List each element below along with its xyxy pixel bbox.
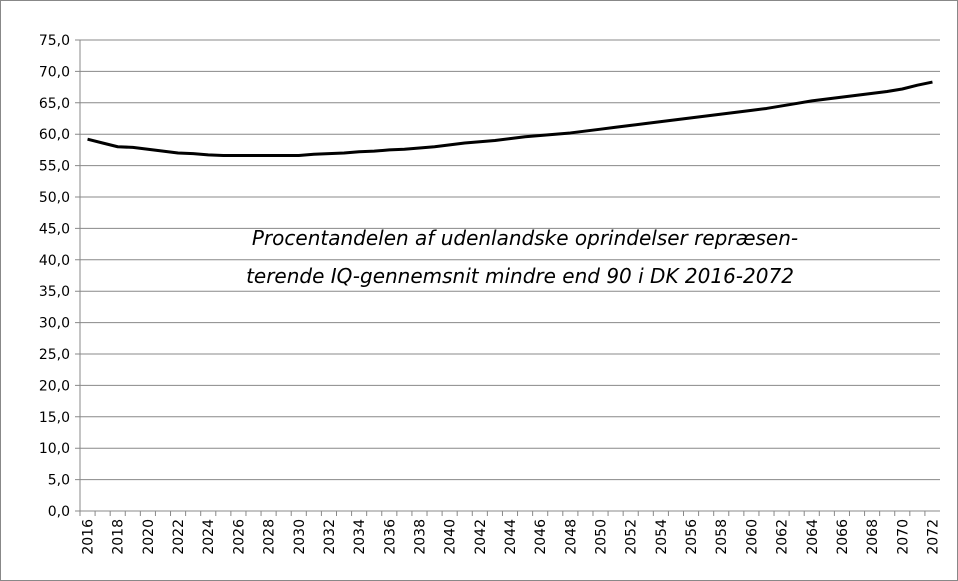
x-tick-label: 2060 bbox=[744, 519, 760, 555]
x-tick-label: 2040 bbox=[443, 519, 459, 555]
x-tick-label: 2034 bbox=[352, 519, 368, 555]
annotation: terende IQ-gennemsnit mindre end 90 i DK… bbox=[246, 264, 794, 288]
y-tick-label: 5,0 bbox=[48, 473, 70, 489]
x-tick-label: 2020 bbox=[141, 519, 157, 555]
annotation: Procentandelen af udenlandske oprindelse… bbox=[252, 226, 798, 250]
x-tick-label: 2056 bbox=[684, 519, 700, 555]
y-tick-label: 35,0 bbox=[39, 284, 70, 300]
x-tick-label: 2024 bbox=[201, 519, 217, 555]
y-tick-label: 45,0 bbox=[39, 221, 70, 237]
x-tick-label: 2028 bbox=[262, 519, 278, 555]
x-tick-label: 2052 bbox=[624, 519, 640, 555]
y-tick-label: 10,0 bbox=[39, 441, 70, 457]
y-tick-label: 75,0 bbox=[39, 33, 70, 49]
x-tick-label: 2070 bbox=[895, 519, 911, 555]
y-tick-label: 15,0 bbox=[39, 410, 70, 426]
x-tick-label: 2036 bbox=[382, 519, 398, 555]
x-tick-label: 2030 bbox=[292, 519, 308, 555]
y-tick-label: 60,0 bbox=[39, 127, 70, 143]
x-tick-label: 2018 bbox=[111, 519, 127, 555]
x-tick-label: 2026 bbox=[231, 519, 247, 555]
x-tick-label: 2050 bbox=[594, 519, 610, 555]
x-tick-label: 2062 bbox=[775, 519, 791, 555]
x-tick-label: 2046 bbox=[533, 519, 549, 555]
x-tick-label: 2032 bbox=[322, 519, 338, 555]
y-tick-label: 0,0 bbox=[48, 504, 70, 520]
x-tick-label: 2058 bbox=[714, 519, 730, 555]
y-tick-label: 65,0 bbox=[39, 96, 70, 112]
y-tick-label: 70,0 bbox=[39, 64, 70, 80]
x-tick-label: 2048 bbox=[563, 519, 579, 555]
x-tick-label: 2054 bbox=[654, 519, 670, 555]
x-tick-label: 2068 bbox=[865, 519, 881, 555]
y-tick-label: 30,0 bbox=[39, 316, 70, 332]
y-tick-label: 20,0 bbox=[39, 378, 70, 394]
x-tick-label: 2016 bbox=[81, 519, 97, 555]
x-tick-label: 2022 bbox=[171, 519, 187, 555]
x-tick-label: 2064 bbox=[805, 519, 821, 555]
x-tick-label: 2042 bbox=[473, 519, 489, 555]
x-tick-label: 2066 bbox=[835, 519, 851, 555]
x-tick-label: 2044 bbox=[503, 519, 519, 555]
y-tick-label: 50,0 bbox=[39, 190, 70, 206]
y-tick-label: 40,0 bbox=[39, 253, 70, 269]
y-tick-label: 25,0 bbox=[39, 347, 70, 363]
y-tick-label: 55,0 bbox=[39, 159, 70, 175]
x-tick-label: 2038 bbox=[412, 519, 428, 555]
x-tick-label: 2072 bbox=[925, 519, 941, 555]
line-series bbox=[87, 80, 933, 158]
